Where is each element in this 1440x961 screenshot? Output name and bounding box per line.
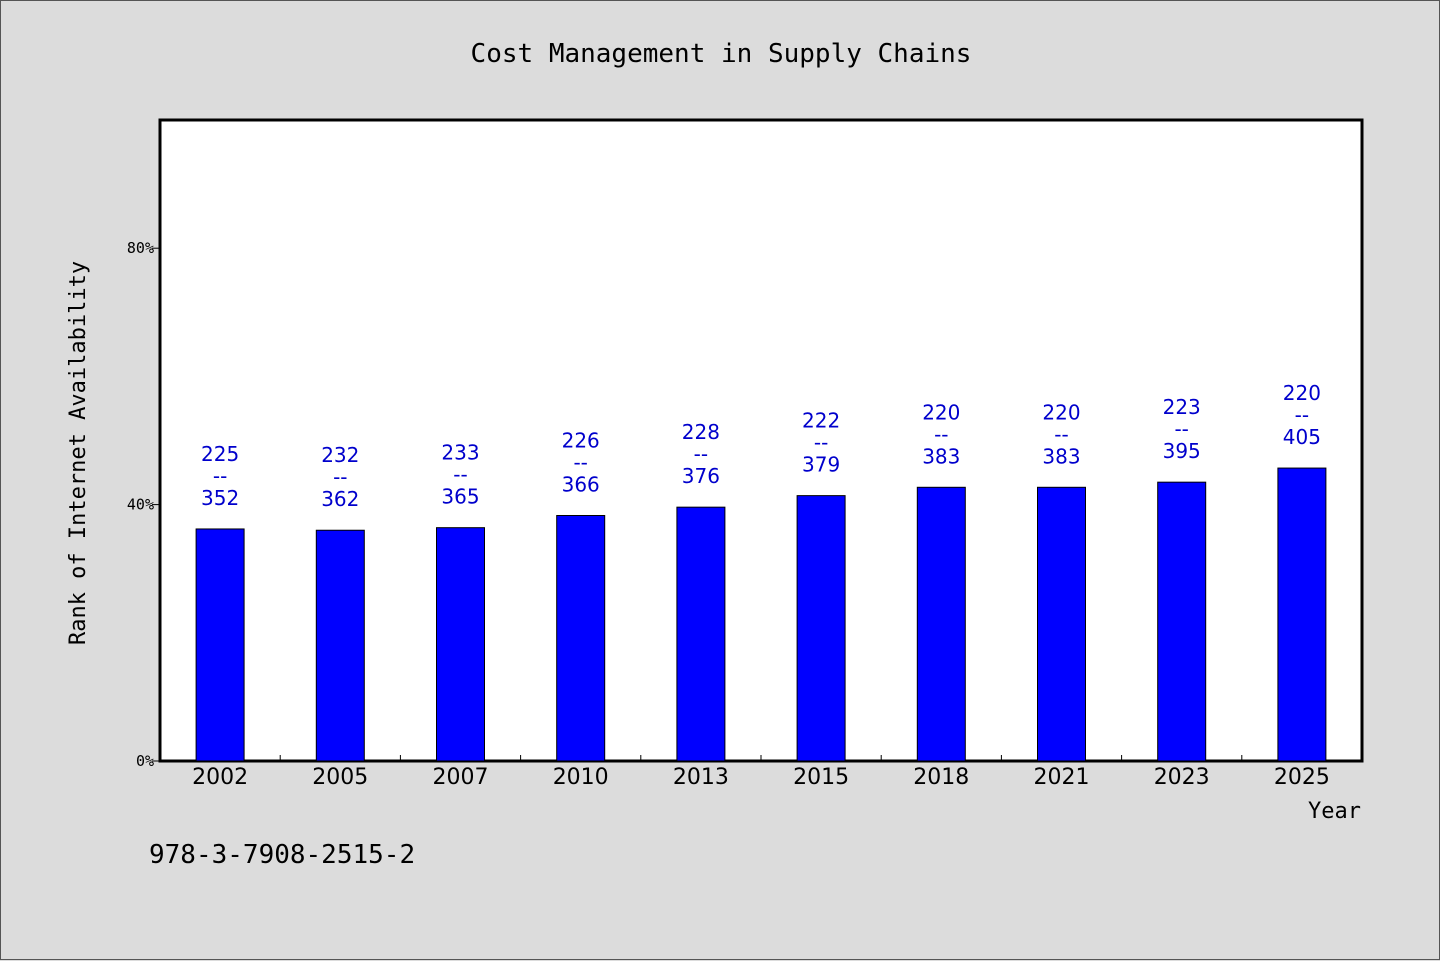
bars-layer — [195, 467, 1327, 762]
x-tick-label-2002: 2002 — [192, 765, 248, 790]
bar-2023 — [1157, 481, 1207, 762]
x-tick-label-2025: 2025 — [1274, 765, 1330, 790]
bar-2018 — [916, 486, 966, 762]
data-label-2002: 225 --352 — [201, 442, 239, 510]
bar-2015 — [796, 495, 846, 762]
data-label-2005: 232 --362 — [321, 443, 359, 511]
bar-2025 — [1277, 467, 1327, 762]
isbn-footer: 978-3-7908-2515-2 — [149, 840, 415, 870]
x-tick-label-2005: 2005 — [312, 765, 368, 790]
x-tick-label-2018: 2018 — [913, 765, 969, 790]
data-label-2007: 233 --365 — [441, 441, 479, 509]
x-axis-label: Year — [1308, 799, 1361, 824]
data-label-2010: 226 --366 — [562, 428, 600, 496]
bar-2007 — [436, 527, 485, 762]
bar-2005 — [315, 529, 365, 762]
bar-2013 — [676, 506, 726, 762]
data-label-2013: 228 --376 — [682, 420, 720, 488]
x-tick-label-2013: 2013 — [673, 765, 729, 790]
chart-title: Cost Management in Supply Chains — [471, 39, 972, 69]
x-axis: 2002 2005 2007 2010 2013 2015 2018 2021 2023 2025 — [192, 755, 1330, 790]
bar-2010 — [556, 514, 606, 762]
x-tick-label-2010: 2010 — [553, 765, 609, 790]
y-tick-label-40: 40% — [127, 496, 154, 514]
data-label-2021: 220 --383 — [1042, 400, 1080, 468]
y-tick-label-0: 0% — [136, 752, 154, 770]
x-tick-label-2021: 2021 — [1034, 765, 1090, 790]
bar-2021 — [1037, 486, 1086, 762]
data-labels-layer: 225 --352 232 --362 233 --365 226 --366 228 --376… — [201, 381, 1321, 511]
data-label-2023: 223 --395 — [1163, 395, 1201, 463]
x-tick-label-2007: 2007 — [433, 765, 489, 790]
y-axis: 0% 40% 80% — [127, 239, 160, 770]
y-tick-label-80: 80% — [127, 239, 154, 257]
x-tick-label-2023: 2023 — [1154, 765, 1210, 790]
y-axis-label: Rank of Internet Availability — [66, 261, 91, 645]
data-label-2025: 220 --405 — [1283, 381, 1321, 449]
x-tick-label-2015: 2015 — [793, 765, 849, 790]
bar-2002 — [195, 528, 245, 762]
data-label-2018: 220 --383 — [922, 400, 960, 468]
data-label-2015: 222 --379 — [802, 409, 840, 477]
